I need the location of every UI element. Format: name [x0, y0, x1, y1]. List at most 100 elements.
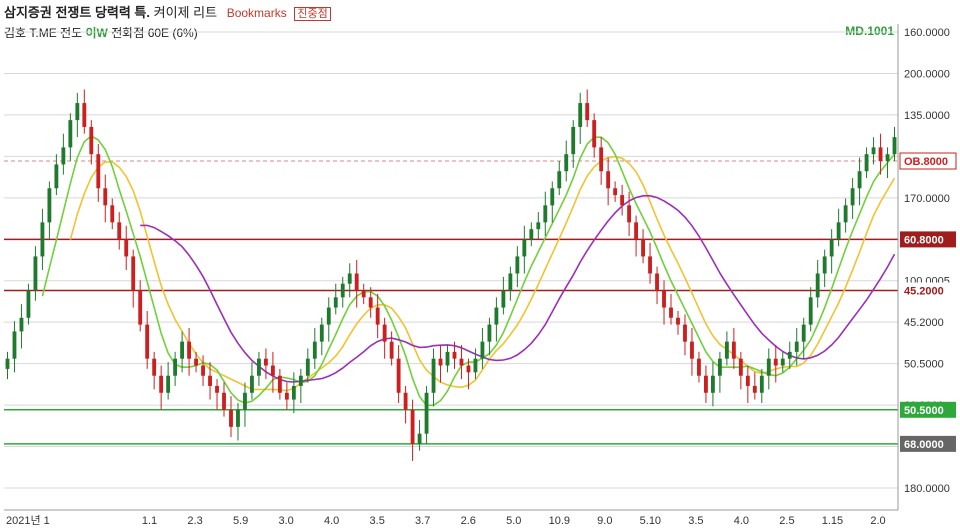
candle-body [159, 375, 164, 393]
candle [836, 208, 841, 247]
candle-body [257, 358, 261, 376]
candle [697, 351, 701, 383]
candle [12, 321, 17, 373]
candle [173, 351, 178, 386]
candle [766, 348, 771, 390]
candle [54, 154, 59, 196]
candle [815, 259, 820, 308]
candle-body [431, 358, 436, 393]
candle [487, 317, 492, 356]
candle [634, 215, 639, 257]
candle-body [347, 273, 352, 284]
candle-body [319, 324, 324, 342]
y-tick-label: 200.0000 [904, 68, 950, 80]
candle-body [333, 297, 338, 308]
candle-body [697, 358, 701, 376]
candle [215, 379, 219, 410]
candle-body [33, 256, 38, 291]
candle [494, 297, 499, 342]
candle-body [236, 409, 240, 427]
candle [319, 317, 324, 356]
candle [389, 331, 394, 366]
candle-body [578, 103, 583, 127]
candle-body [710, 375, 715, 393]
x-tick-label: 3.5 [688, 515, 703, 527]
price-tag-label: 50.5000 [904, 405, 944, 417]
candle [257, 351, 261, 386]
candle-body [166, 375, 171, 393]
candle-body [871, 147, 876, 155]
candle-body [452, 351, 457, 359]
candle-body [47, 188, 52, 223]
current-price-label: MD.1001 [845, 24, 894, 38]
candle [236, 402, 240, 441]
candle-body [676, 317, 680, 325]
candle [690, 328, 694, 376]
price-tag: 68.0000 [900, 435, 956, 452]
candle [333, 283, 338, 315]
candle [445, 345, 450, 373]
candle-body [731, 341, 736, 359]
price-tags: OB.8000 60.8000 45.2000 50.5000 68.0000 [899, 152, 957, 452]
candle-body [459, 358, 464, 366]
candle-body [655, 273, 659, 291]
candle [759, 368, 764, 403]
candle-body [494, 307, 499, 325]
candle [738, 351, 743, 390]
candle [159, 365, 164, 410]
price-tag-label: 60.8000 [904, 234, 944, 246]
candle [145, 310, 150, 369]
candle [305, 348, 310, 383]
candle [277, 368, 282, 400]
price-tag-box [899, 152, 957, 170]
price-tag: 50.5000 [900, 401, 956, 418]
candle-body [368, 297, 373, 308]
candle-body [662, 290, 666, 308]
candle [613, 181, 618, 202]
candle [550, 181, 555, 223]
candle-body [445, 351, 450, 366]
candle [627, 191, 632, 236]
candle-body [864, 154, 869, 172]
candle-body [815, 273, 820, 298]
price-tag-box [900, 282, 956, 299]
candle [578, 92, 583, 144]
candle [585, 89, 590, 127]
candle [850, 178, 855, 219]
candle [871, 137, 876, 165]
candle [522, 225, 527, 274]
candle [773, 345, 778, 383]
candle-body [26, 290, 31, 318]
candle-body [131, 256, 136, 291]
volume-value: 이W [85, 26, 108, 40]
candle-body [110, 205, 115, 223]
x-tick-label: 2.0 [870, 515, 885, 527]
candle-body [284, 392, 289, 400]
candle [40, 208, 45, 271]
candle-body [263, 358, 268, 366]
candle-body [627, 205, 632, 223]
candle-body [592, 120, 597, 148]
candle [410, 399, 415, 461]
price-tag-label: 45.2000 [904, 286, 944, 298]
source-mark[interactable]: Bookmarks [226, 6, 287, 20]
candle-body [787, 351, 792, 359]
candle-body [892, 137, 897, 155]
candle [229, 396, 233, 438]
x-tick-label: 2.6 [461, 515, 476, 527]
candle [843, 198, 848, 233]
candle-body [829, 239, 834, 257]
candle-body [403, 392, 408, 410]
candle-body [780, 358, 785, 366]
candle [138, 280, 143, 332]
candle [710, 362, 715, 407]
candle [117, 212, 122, 250]
candle-body [885, 154, 890, 162]
candle [187, 328, 192, 376]
candle [340, 276, 345, 308]
candle [787, 341, 792, 369]
candle [892, 126, 897, 162]
candle [808, 287, 813, 332]
candle [676, 310, 680, 335]
